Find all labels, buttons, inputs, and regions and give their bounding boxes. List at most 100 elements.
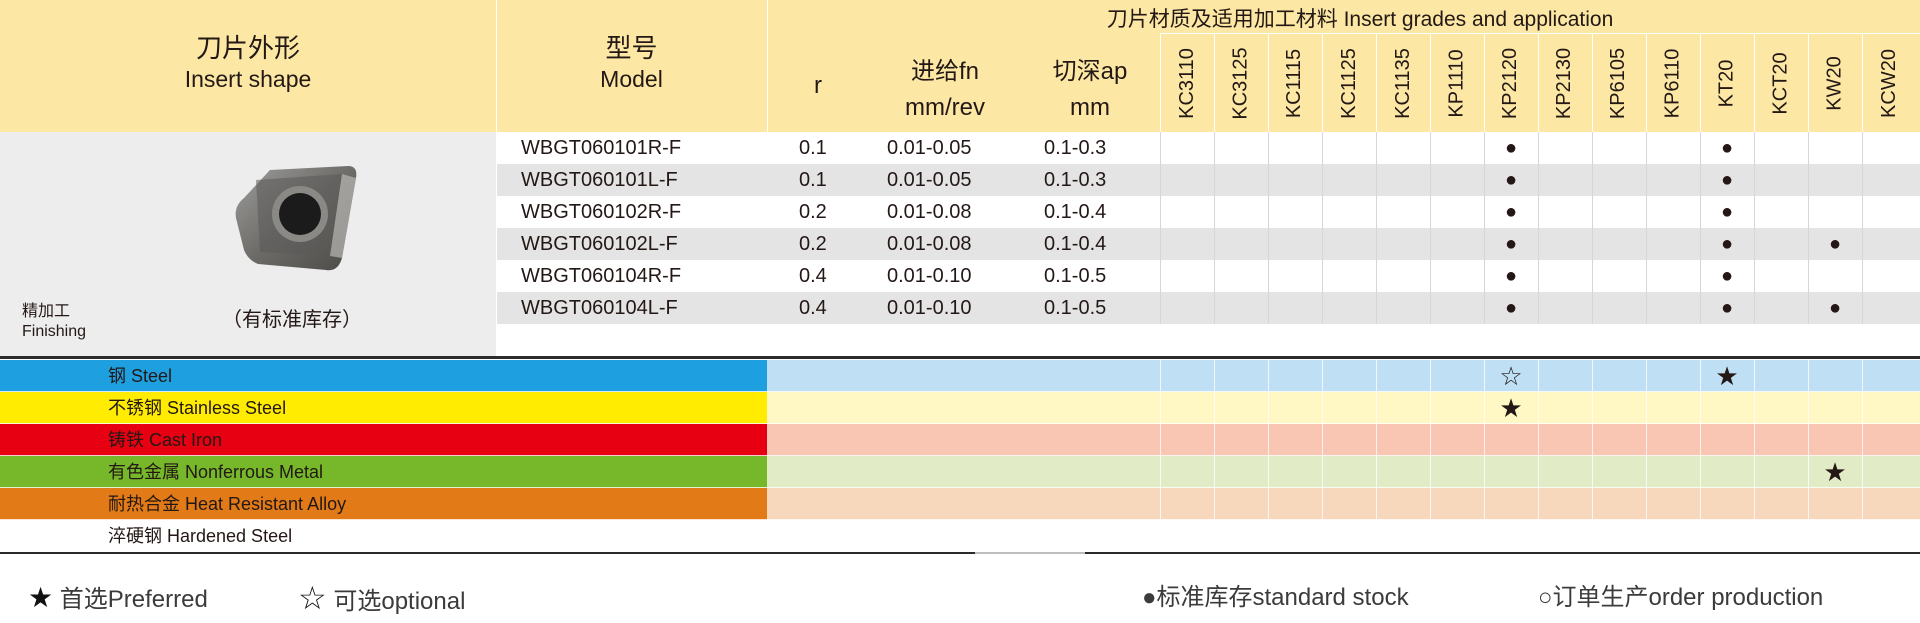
grade-mark (1754, 196, 1808, 228)
material-grade-mark (1430, 520, 1484, 552)
grade-mark (1592, 164, 1646, 196)
material-grade-mark (1484, 520, 1538, 552)
material-grade-mark (1808, 488, 1862, 520)
grade-header-label: KC1115 (1283, 48, 1306, 118)
grade-mark (1214, 196, 1268, 228)
material-grade-mark: ★ (1823, 457, 1847, 487)
material-grade-mark (1538, 488, 1592, 520)
material-grade-mark (1376, 488, 1430, 520)
material-grade-mark (1808, 520, 1862, 552)
material-grade-mark (1808, 392, 1862, 424)
grade-mark (1754, 132, 1808, 164)
grade-mark (1808, 164, 1862, 196)
model-cell: WBGT060102R-F (521, 201, 682, 223)
material-grade-mark (1592, 520, 1646, 552)
material-row: 钢 Steel ☆ ★ (0, 360, 1920, 392)
material-grade-mark (1538, 520, 1592, 552)
shape-header-zh: 刀片外形 (195, 33, 300, 63)
material-tint-band (767, 456, 1920, 488)
grade-header-kc3125: KC3125 (1214, 37, 1268, 129)
operation-label-en: Finishing (22, 323, 87, 340)
material-grade-mark (1700, 392, 1754, 424)
grade-mark: ● (1720, 233, 1734, 255)
material-grade-mark (1538, 360, 1592, 392)
material-grade-mark (1160, 424, 1214, 456)
material-grade-mark (1268, 392, 1322, 424)
material-grade-mark (1646, 520, 1700, 552)
grade-mark: ● (1828, 233, 1842, 255)
grade-mark (1214, 228, 1268, 260)
material-grade-mark (1862, 456, 1916, 488)
grade-mark (1808, 196, 1862, 228)
material-grade-mark (1808, 424, 1862, 456)
grade-mark (1160, 228, 1214, 260)
operation-label: 精加工 Finishing (22, 302, 86, 342)
material-grade-mark (1700, 520, 1754, 552)
material-grade-mark (1754, 360, 1808, 392)
feed-cell: 0.01-0.10 (887, 265, 972, 287)
material-grade-mark (1646, 392, 1700, 424)
material-grade-mark (1592, 456, 1646, 488)
grade-mark (1322, 196, 1376, 228)
material-label: 耐热合金 Heat Resistant Alloy (108, 494, 347, 514)
material-grade-mark (1214, 456, 1268, 488)
grade-mark (1160, 132, 1214, 164)
model-cell: WBGT060101L-F (521, 169, 678, 191)
grade-header-kcw20: KCW20 (1862, 37, 1916, 129)
grade-mark (1754, 228, 1808, 260)
grade-mark (1268, 228, 1322, 260)
material-grade-mark (1430, 392, 1484, 424)
grade-mark (1430, 228, 1484, 260)
material-grade-mark (1160, 520, 1214, 552)
material-grade-mark (1322, 392, 1376, 424)
material-grade-mark (1754, 392, 1808, 424)
grade-header-kct20: KCT20 (1754, 37, 1808, 129)
material-label: 铸铁 Cast Iron (108, 430, 223, 450)
material-grade-mark (1646, 424, 1700, 456)
material-row: 淬硬钢 Hardened Steel (0, 520, 1920, 552)
grade-mark (1538, 196, 1592, 228)
legend-optional-label: 可选optional (333, 588, 466, 615)
grade-mark (1592, 132, 1646, 164)
shape-header-en: Insert shape (184, 65, 312, 92)
grade-mark (1214, 292, 1268, 324)
grade-mark (1808, 260, 1862, 292)
grade-mark (1862, 132, 1916, 164)
divider-highlight (975, 552, 1085, 554)
material-grade-mark (1160, 488, 1214, 520)
material-grade-mark (1322, 456, 1376, 488)
material-label: 不锈钢 Stainless Steel (108, 398, 287, 418)
grade-mark (1862, 292, 1916, 324)
grade-mark: ● (1504, 265, 1518, 287)
depth-cell: 0.1-0.4 (1044, 233, 1107, 255)
grade-header-label: KP6110 (1661, 48, 1684, 118)
grade-header-label: KP1110 (1445, 48, 1468, 118)
grade-header-label: KT20 (1715, 59, 1738, 107)
material-grade-mark (1754, 424, 1808, 456)
legend-preferred-label: 首选Preferred (59, 586, 208, 613)
grade-header-kp6110: KP6110 (1646, 37, 1700, 129)
material-grade-mark: ★ (1499, 393, 1523, 423)
material-grade-mark (1592, 392, 1646, 424)
material-grade-mark (1214, 392, 1268, 424)
grade-mark (1160, 260, 1214, 292)
grade-mark (1322, 164, 1376, 196)
grade-header-kp6105: KP6105 (1592, 37, 1646, 129)
grade-header-kw20: KW20 (1808, 37, 1862, 129)
grade-mark (1646, 260, 1700, 292)
grade-mark (1592, 196, 1646, 228)
material-grade-mark (1862, 392, 1916, 424)
grade-mark (1376, 292, 1430, 324)
grade-mark (1268, 164, 1322, 196)
material-grade-mark (1646, 360, 1700, 392)
material-grade-mark (1160, 456, 1214, 488)
grade-mark (1538, 292, 1592, 324)
table-header (0, 0, 1920, 132)
feed-cell: 0.01-0.10 (887, 297, 972, 319)
grade-header-kp2130: KP2130 (1538, 37, 1592, 129)
material-grade-mark: ☆ (1499, 361, 1523, 391)
table-row: WBGT060101L-F 0.1 0.01-0.05 0.1-0.3 ● ● (497, 164, 1920, 196)
grade-mark (1592, 260, 1646, 292)
feed-header-line2: mm/rev (905, 94, 985, 121)
material-grade-mark (1322, 488, 1376, 520)
